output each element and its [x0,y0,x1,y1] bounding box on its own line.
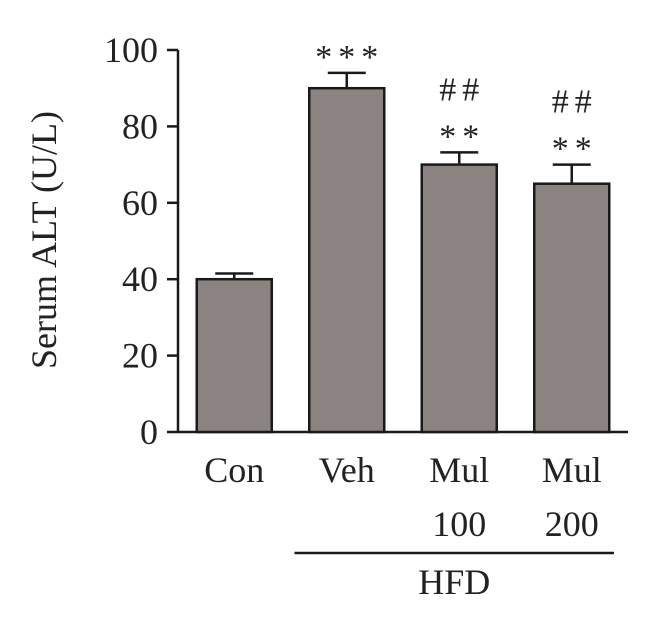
category-label: Veh [319,450,375,490]
significance-hashes: ## [552,84,598,121]
y-tick-label: 40 [122,259,158,299]
significance-hashes: ## [439,71,485,108]
y-tick-label: 80 [122,106,158,146]
bar [533,182,611,434]
bar [195,277,273,434]
bar [308,86,386,434]
bars [195,71,611,434]
group-label: HFD [418,562,490,602]
y-tick-label: 0 [140,412,158,452]
bar [420,163,498,434]
y-axis-title: Serum ALT (U/L) [24,111,64,369]
y-tick-label: 60 [122,183,158,223]
y-tick-label: 100 [104,30,158,70]
category-label: Con [204,450,264,490]
labels: 0 20 40 60 80 100 Con *** Veh ** ## Mul 100 ** ## Mul 20… [104,30,602,544]
category-label: 100 [432,504,486,544]
category-label: Mul [542,450,602,490]
category-label: 200 [545,504,599,544]
category-label: Mul [429,450,489,490]
y-tick-label: 20 [122,336,158,376]
significance-stars: *** [315,39,384,76]
significance-stars: ** [552,131,598,168]
significance-stars: ** [439,118,485,155]
